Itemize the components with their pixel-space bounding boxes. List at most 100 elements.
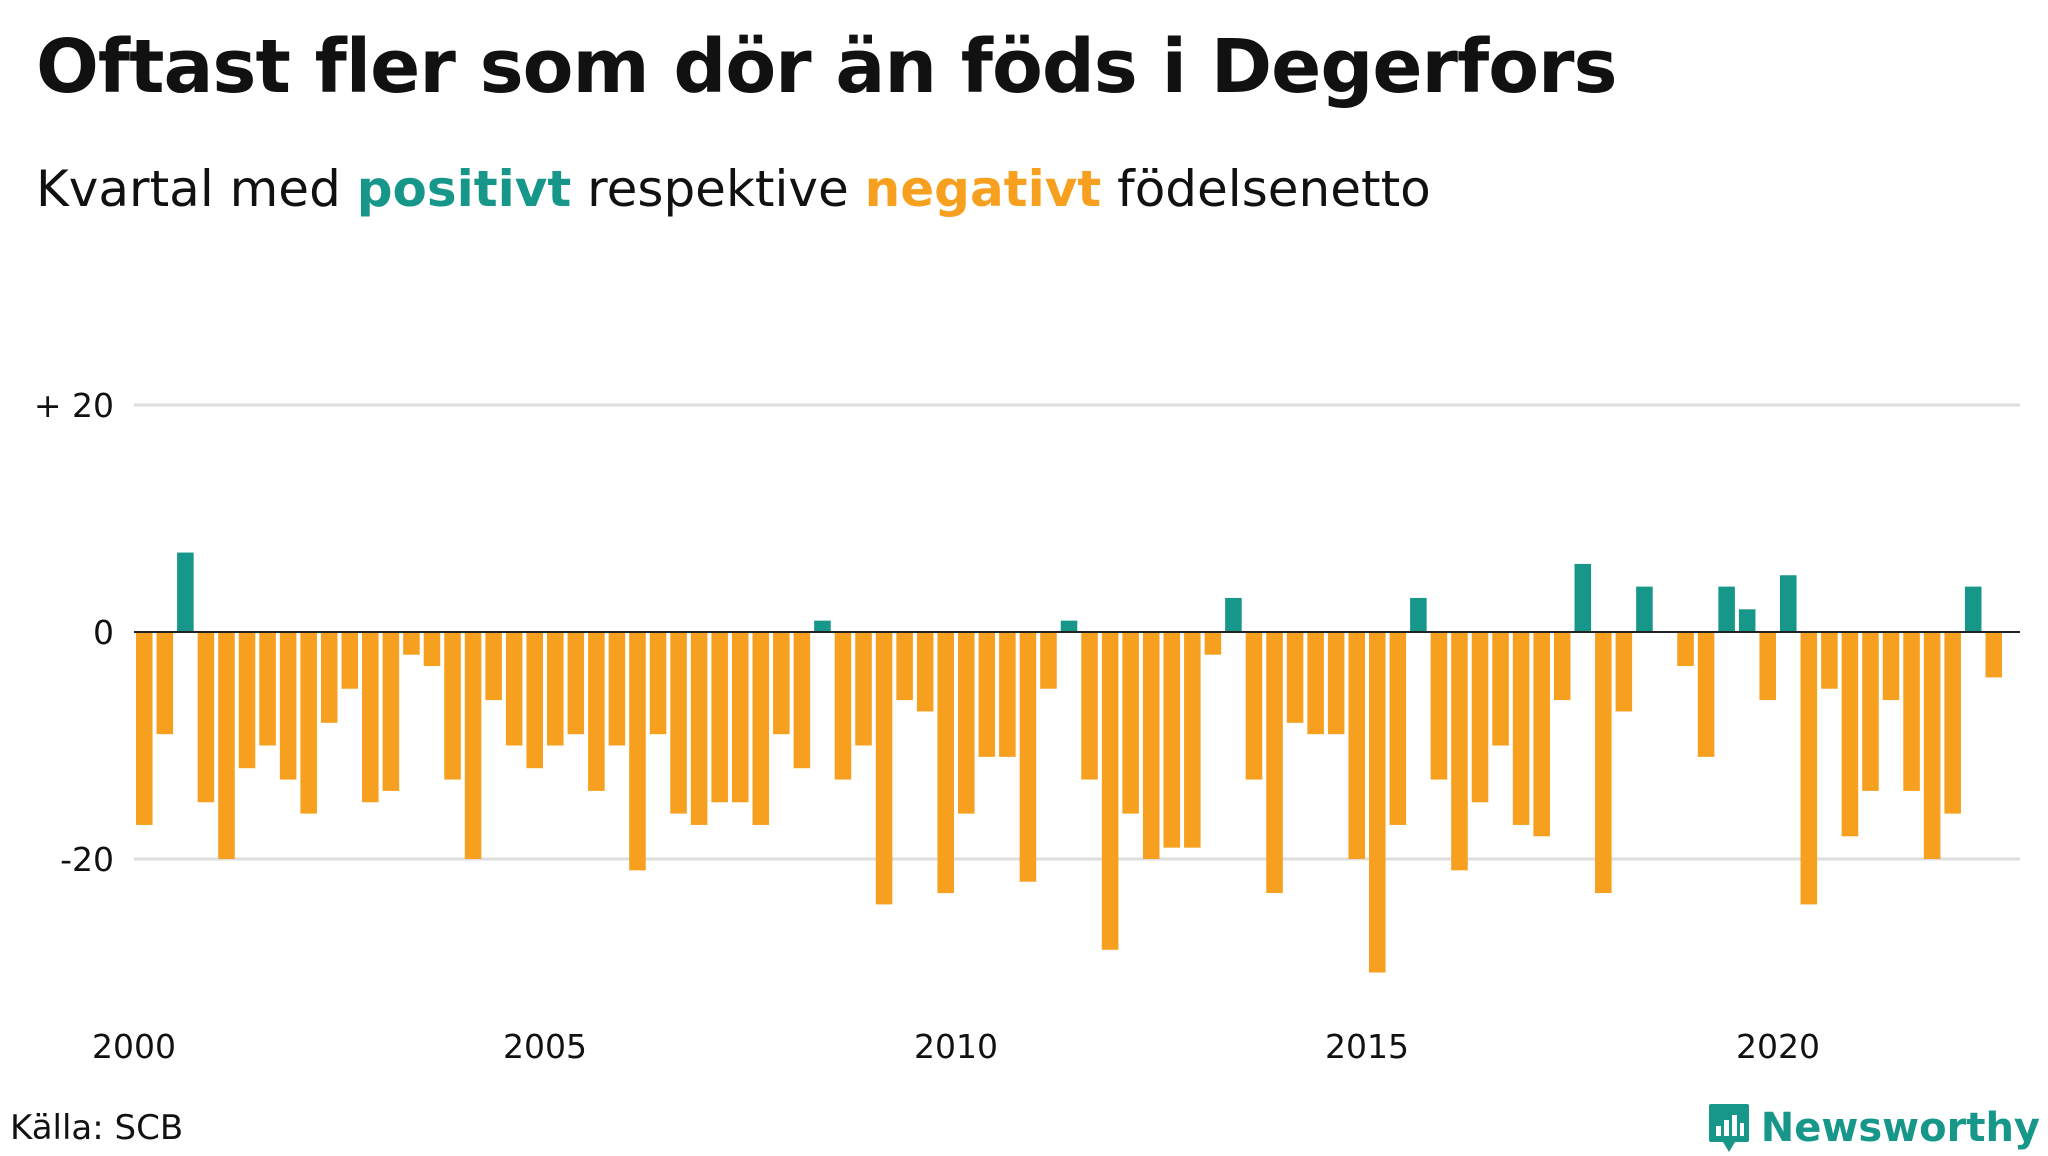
bar-negative [937,632,954,894]
y-tick-label: 0 [93,613,114,652]
bar-negative [731,632,749,803]
bar-negative [259,632,276,746]
bar-negative [629,632,646,871]
bar-positive [1964,586,1982,632]
bar-negative [505,632,523,746]
bar-negative [1081,632,1098,780]
bar-negative [1882,632,1900,701]
bar-negative [1821,632,1838,689]
bar-negative [1184,632,1201,848]
bar-positive [1780,575,1797,632]
bar-negative [197,632,215,803]
bar-negative [1430,632,1448,780]
bar-negative [341,632,359,689]
bar-negative [978,632,996,757]
subtitle-positive-word: positivt [356,160,572,218]
bar-positive [1636,586,1653,632]
bar-negative [690,632,708,825]
x-tick-label: 2005 [503,1027,587,1066]
bar-negative [1122,632,1139,814]
bar-negative [588,632,605,791]
bar-negative [362,632,379,803]
bar-positive [177,552,194,632]
bar-negative [1923,632,1941,859]
bar-negative [916,632,934,712]
bar-negative [773,632,790,735]
bar-negative [1862,632,1879,791]
bar-negative [834,632,852,780]
x-tick-label: 2020 [1736,1027,1820,1066]
y-axis-tick-labels: + 20 0 -20 [34,386,114,879]
bars [136,552,2003,973]
chart-title: Oftast fler som dör än föds i Degerfors [36,24,1618,110]
bar-negative [1841,632,1859,837]
bar-negative [608,632,626,746]
bar-negative [1944,632,1961,814]
bar-negative [793,632,811,769]
bar-negative [547,632,564,746]
bar-negative [1348,632,1365,859]
bar-positive [1060,620,1078,632]
bar-positive [1410,597,1427,632]
bar-negative [711,632,728,803]
bar-negative [958,632,975,814]
bar-negative [1204,632,1222,655]
source-note: Källa: SCB [10,1108,184,1148]
bar-negative [526,632,543,769]
bar-negative [1451,632,1468,871]
bar-negative [1615,632,1633,712]
bar-negative [1553,632,1571,701]
bar-negative [999,632,1016,757]
bar-negative [1019,632,1037,882]
bar-negative [403,632,420,655]
bar-positive [814,620,831,632]
brand-name: Newsworthy [1760,1105,2040,1151]
bar-negative [1369,632,1386,973]
x-axis-tick-labels: 2000 2005 2010 2015 2020 [92,1027,1820,1066]
bar-negative [1163,632,1181,848]
bar-negative [855,632,872,746]
bar-negative [1800,632,1818,905]
bar-negative [1492,632,1509,746]
bar-negative [1245,632,1263,780]
bar-negative [1040,632,1057,689]
subtitle-text-start: Kvartal med [36,160,357,218]
bar-negative [382,632,400,791]
bar-negative [218,632,235,859]
bar-negative [1759,632,1776,701]
bar-negative [464,632,482,859]
y-tick-label: + 20 [34,386,114,425]
bar-chart: + 20 0 -20 2000 2005 2010 2015 2020 [34,386,2020,1066]
bar-negative [1389,632,1407,825]
bar-negative [670,632,687,814]
bar-negative [1101,632,1119,950]
bar-negative [423,632,441,667]
bar-positive [1738,609,1756,632]
bar-negative [1286,632,1304,723]
bar-positive [1574,563,1592,632]
bar-negative [1307,632,1324,735]
y-tick-label: -20 [60,840,114,879]
bar-negative [279,632,297,780]
bar-negative [896,632,913,701]
bar-negative [875,632,893,905]
bar-negative [444,632,461,780]
bar-negative [1266,632,1283,894]
bar-negative [567,632,585,735]
bar-negative [300,632,317,814]
bar-positive [1718,586,1735,632]
bar-negative [1677,632,1694,667]
bar-negative [1595,632,1612,894]
chart-subtitle: Kvartal med positivt respektive negativt… [36,156,1431,222]
bar-negative [649,632,667,735]
subtitle-text-end: födelsenetto [1101,160,1431,218]
subtitle-negative-word: negativt [864,160,1102,218]
subtitle-text-middle: respektive [571,160,865,218]
bar-negative [1512,632,1530,825]
bar-negative [156,632,174,735]
bar-negative [1327,632,1345,735]
bar-negative [320,632,338,723]
bar-negative [238,632,256,769]
bar-negative [752,632,770,825]
bar-negative [485,632,502,701]
